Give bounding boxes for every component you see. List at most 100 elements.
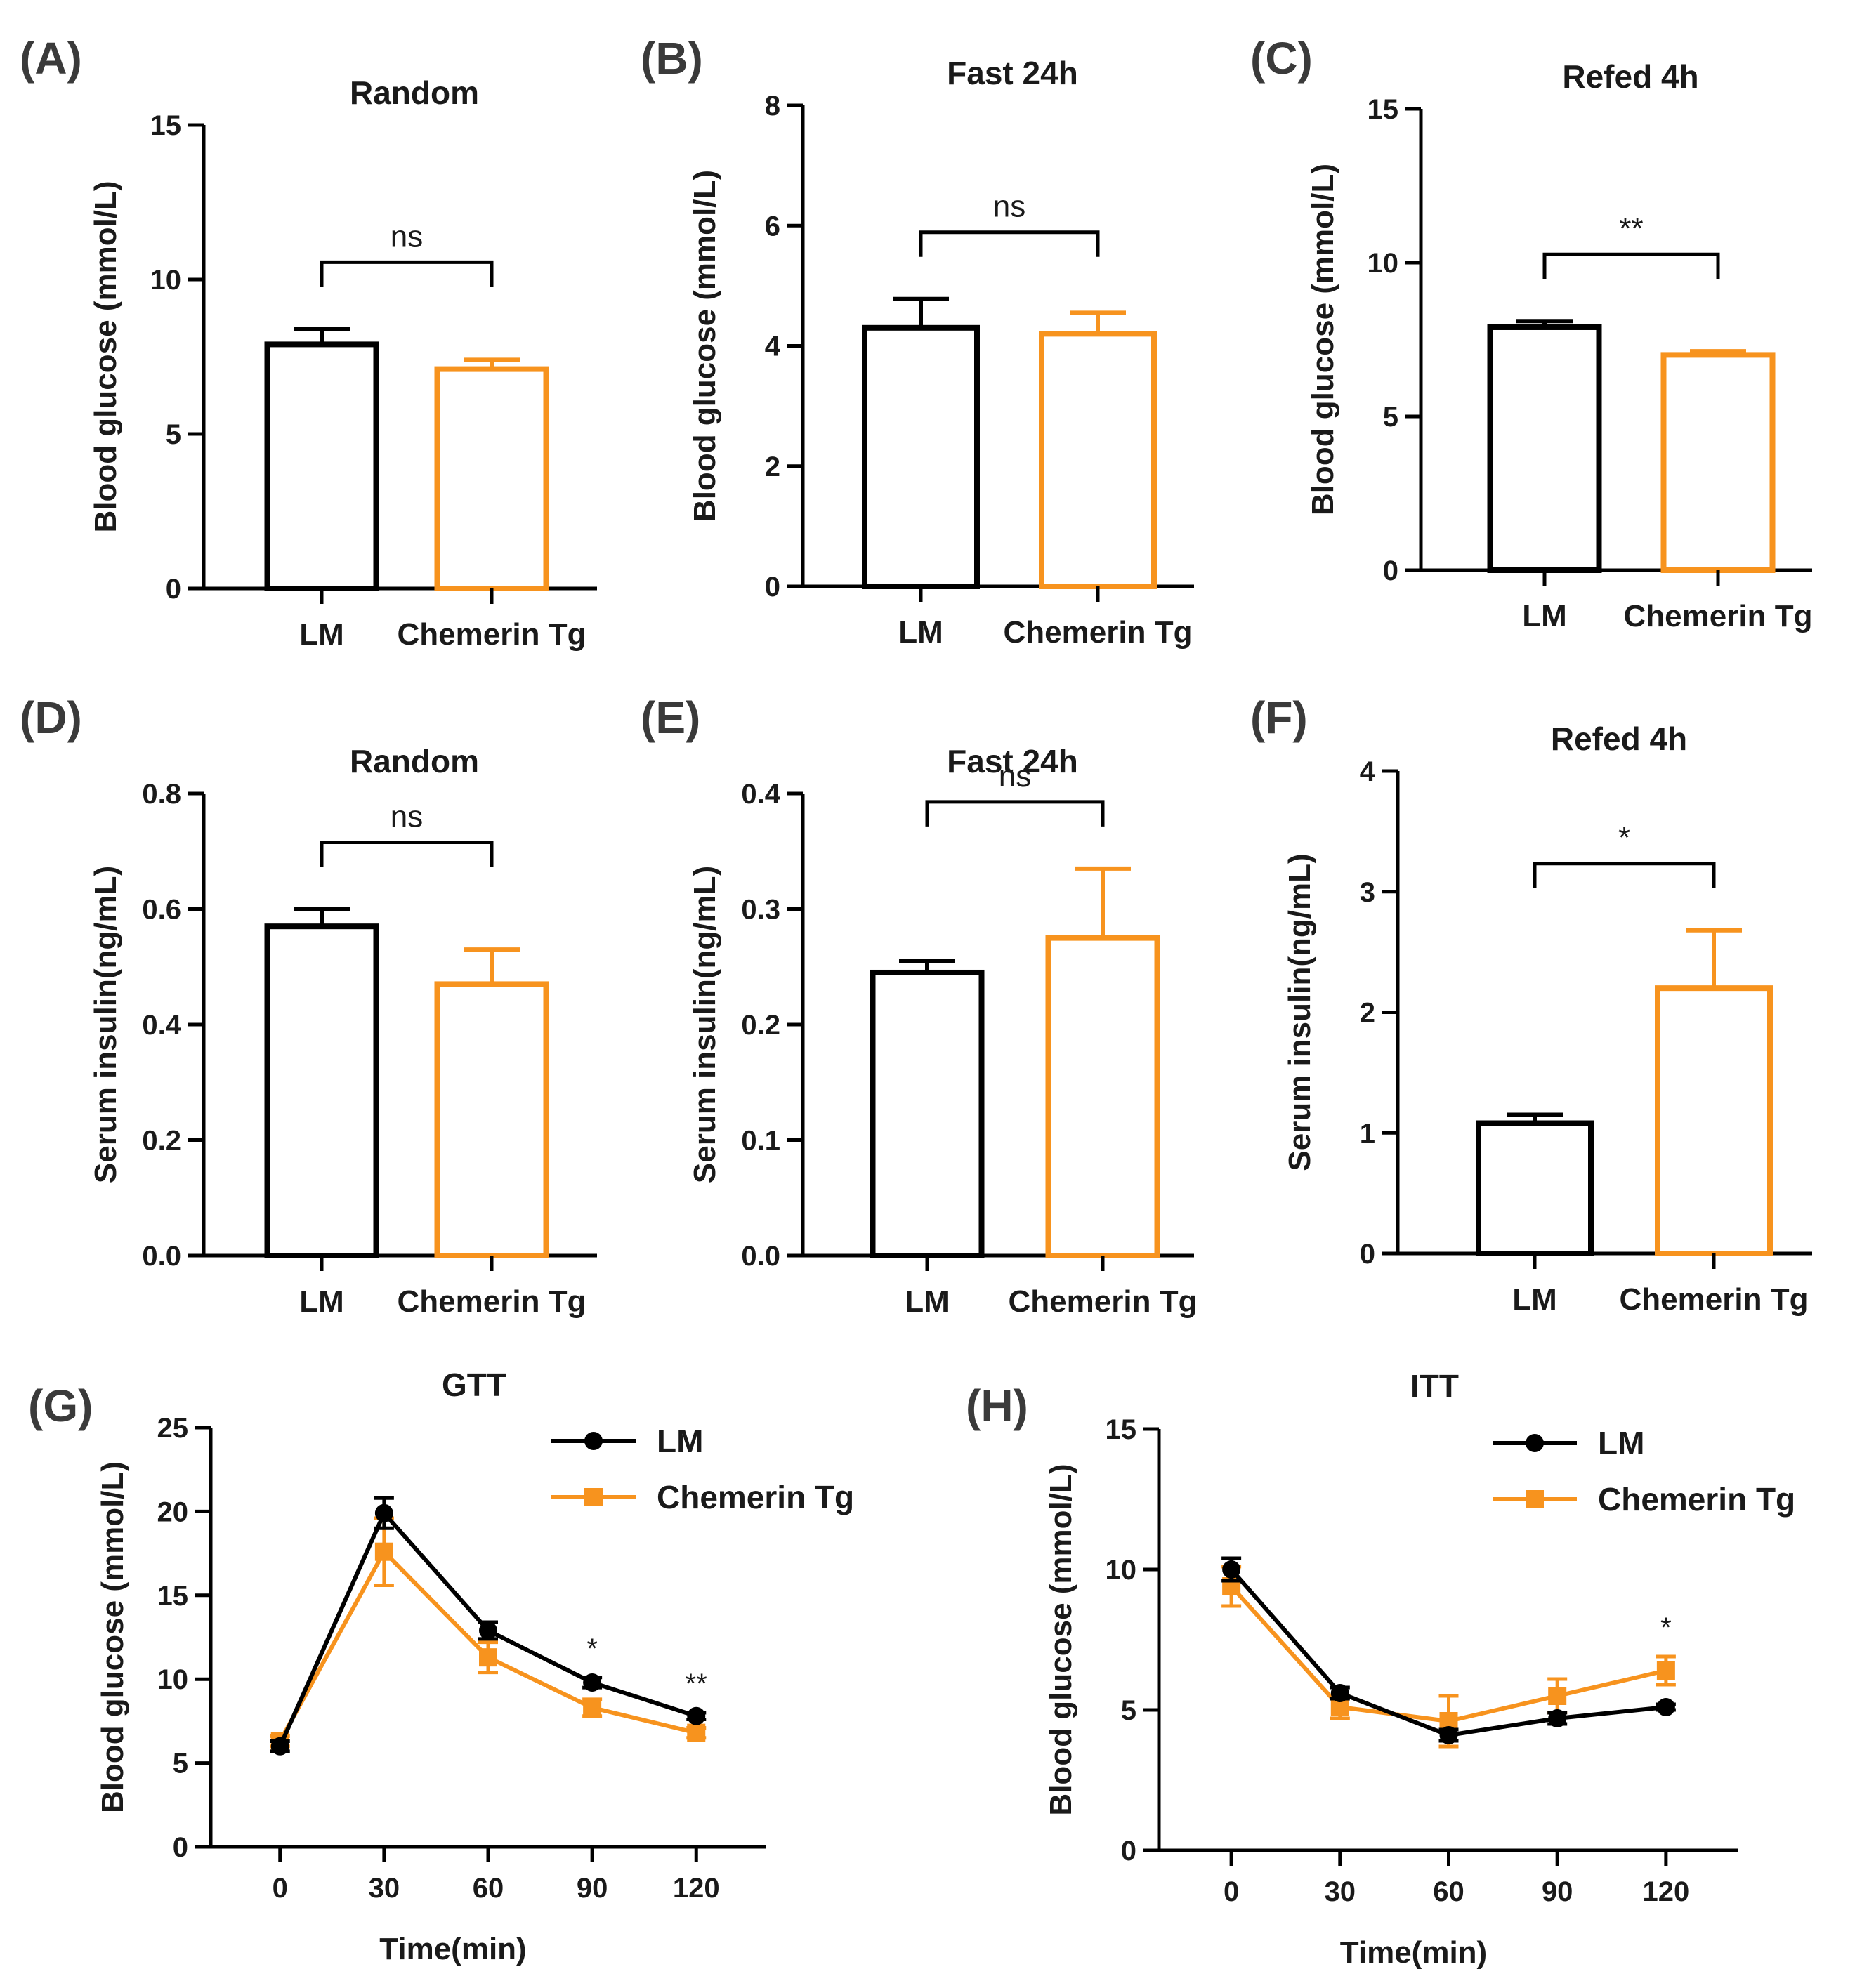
- data-point-chemerin-tg: [1656, 1661, 1675, 1680]
- data-point-chemerin-tg: [1548, 1687, 1567, 1705]
- y-tick-label: 0: [765, 572, 780, 603]
- data-point-lm: [1656, 1698, 1675, 1716]
- bar-chart-e: 0.0 0.1 0.2 0.3 0.4 Serum insulin(ng/mL) Fast …: [688, 743, 1197, 1319]
- significance-bracket: [320, 260, 494, 287]
- data-point-lm: [1439, 1726, 1458, 1744]
- y-axis-label: Serum insulin(ng/mL): [688, 866, 722, 1183]
- y-tick-label: 0.0: [741, 1241, 780, 1272]
- panel-letter-d: (D): [20, 692, 82, 743]
- y-tick-label: 15: [1106, 1414, 1137, 1445]
- y-tick-label: 4: [765, 331, 781, 362]
- data-point-lm: [1330, 1684, 1349, 1702]
- y-tick-label: 15: [157, 1581, 189, 1612]
- y-tick-label: 6: [765, 211, 780, 242]
- significance-label: ns: [391, 219, 423, 254]
- bar-chemerin-tg: [1655, 985, 1773, 1257]
- data-point-lm: [687, 1706, 706, 1725]
- x-tick-label: 60: [1433, 1876, 1464, 1907]
- y-tick-label: 0: [173, 1832, 188, 1863]
- y-axis-label: Blood glucose (mmol/L): [88, 180, 123, 532]
- chart-title: Refed 4h: [1562, 58, 1698, 95]
- panel-letter-h: (H): [966, 1381, 1028, 1431]
- y-tick-label: 5: [1121, 1695, 1136, 1726]
- x-tick-label: Chemerin Tg: [398, 1284, 586, 1319]
- significance-bracket: [320, 841, 494, 867]
- x-tick-label: Chemerin Tg: [1620, 1282, 1809, 1317]
- y-tick-label: 0.4: [142, 1010, 181, 1041]
- panel-letter-g: (G): [28, 1381, 93, 1431]
- y-tick-label: 20: [157, 1496, 189, 1527]
- legend-label: Chemerin Tg: [657, 1479, 854, 1515]
- x-tick-label: Chemerin Tg: [1624, 599, 1813, 633]
- bar-chart-f: 0 1 2 3 4 Serum insulin(ng/mL) Refed 4h LM Cheme…: [1283, 720, 1812, 1317]
- significance-label: **: [686, 1668, 707, 1699]
- data-point-chemerin-tg: [583, 1698, 602, 1717]
- chart-title: Random: [350, 743, 479, 779]
- y-tick-label: 10: [157, 1664, 189, 1695]
- x-tick-label: LM: [905, 1284, 950, 1319]
- x-tick-label: 90: [1542, 1876, 1573, 1907]
- y-tick-label: 10: [1106, 1555, 1137, 1586]
- y-tick-label: 0: [1121, 1836, 1136, 1867]
- y-tick-label: 0.0: [142, 1241, 181, 1272]
- x-axis-label: Time(min): [1340, 1935, 1487, 1970]
- y-tick-label: 15: [1368, 94, 1399, 125]
- bar-chemerin-tg: [1660, 352, 1776, 573]
- bar-lm: [264, 923, 379, 1259]
- bar-lm: [1487, 324, 1602, 573]
- significance-bracket: [919, 230, 1100, 257]
- line-chart-h: 0 5 10 15 Blood glucose (mmol/L) 0 30 60 90 120 Ti…: [1044, 1368, 1795, 1970]
- y-tick-label: 5: [166, 419, 181, 450]
- bar-lm: [870, 969, 985, 1258]
- significance-label: *: [1618, 821, 1630, 855]
- x-tick-label: LM: [898, 615, 943, 650]
- legend-marker-chemerin-tg: [1526, 1490, 1544, 1508]
- y-tick-label: 10: [150, 265, 182, 296]
- x-tick-label: Chemerin Tg: [1009, 1284, 1198, 1319]
- x-tick-label: 0: [273, 1873, 288, 1904]
- y-tick-label: 0.3: [741, 895, 780, 926]
- significance-bracket: [1533, 862, 1716, 888]
- x-tick-label: 30: [369, 1873, 400, 1904]
- chart-title: Refed 4h: [1551, 720, 1687, 757]
- data-point-chemerin-tg: [374, 1542, 393, 1561]
- y-tick-label: 3: [1360, 877, 1375, 908]
- bar-chemerin-tg: [434, 981, 549, 1259]
- chart-title: Fast 24h: [947, 55, 1078, 91]
- significance-label: ns: [993, 190, 1025, 224]
- panel-letter-c: (C): [1250, 33, 1313, 84]
- y-tick-label: 25: [157, 1413, 189, 1444]
- y-tick-label: 0.2: [741, 1010, 780, 1041]
- chart-title: Random: [350, 74, 479, 111]
- line-chart-g: 0 5 10 15 20 25 Blood glucose (mmol/L) 0 30 60 90 1…: [96, 1367, 854, 1966]
- panel-letter-a: (A): [20, 33, 82, 84]
- y-axis-label: Serum insulin(ng/mL): [88, 866, 123, 1183]
- legend-marker-lm: [584, 1432, 603, 1450]
- y-axis-label: Blood glucose (mmol/L): [1306, 164, 1340, 515]
- y-tick-label: 0.4: [741, 779, 780, 810]
- x-tick-label: 90: [577, 1873, 608, 1904]
- panel-letter-b: (B): [641, 33, 703, 84]
- x-tick-label: LM: [1512, 1282, 1557, 1317]
- bar-lm: [264, 341, 379, 591]
- chart-title: ITT: [1410, 1368, 1459, 1404]
- x-tick-label: 30: [1325, 1876, 1356, 1907]
- y-axis-label: Blood glucose (mmol/L): [688, 170, 722, 522]
- x-tick-label: 60: [473, 1873, 504, 1904]
- x-tick-label: Chemerin Tg: [1004, 615, 1193, 650]
- legend-marker-lm: [1526, 1434, 1544, 1452]
- significance-label: *: [586, 1633, 598, 1664]
- bar-lm: [1476, 1120, 1594, 1257]
- y-axis-label: Blood glucose (mmol/L): [1044, 1463, 1078, 1815]
- y-tick-label: 4: [1360, 756, 1376, 787]
- legend-marker-chemerin-tg: [584, 1488, 603, 1506]
- bar-chart-d: 0.0 0.2 0.4 0.6 0.8 Serum insulin(ng/mL) Rando…: [88, 743, 597, 1319]
- data-point-lm: [583, 1673, 602, 1692]
- x-tick-label: 120: [673, 1873, 720, 1904]
- y-tick-label: 10: [1368, 248, 1399, 279]
- bar-chart-b: 0 2 4 6 8 Blood glucose (mmol/L) Fast 24h LM Che…: [688, 55, 1194, 650]
- panel-letter-f: (F): [1250, 692, 1308, 743]
- significance-label: *: [1660, 1612, 1672, 1643]
- data-point-lm: [374, 1503, 393, 1522]
- y-tick-label: 5: [1383, 402, 1398, 433]
